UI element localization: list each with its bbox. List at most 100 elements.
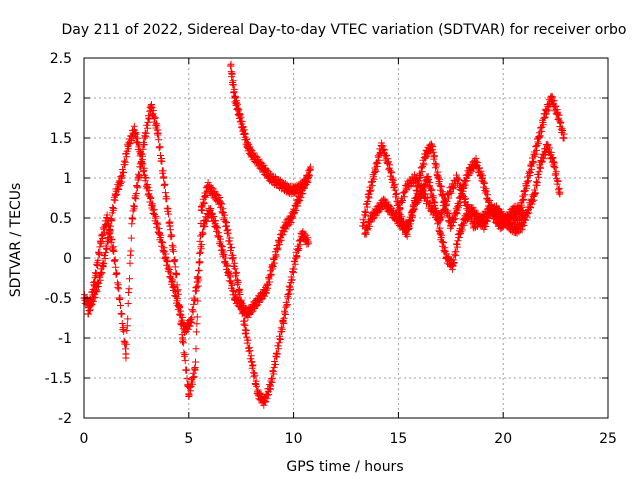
x-tick-label: 15 bbox=[389, 431, 407, 447]
data-point bbox=[367, 214, 375, 222]
data-point bbox=[294, 198, 302, 206]
data-point bbox=[262, 286, 270, 294]
data-point bbox=[292, 186, 300, 194]
data-point bbox=[134, 174, 142, 182]
marker-path bbox=[227, 60, 312, 198]
data-point bbox=[206, 206, 214, 214]
data-point bbox=[84, 310, 92, 318]
data-point bbox=[470, 222, 478, 230]
data-point bbox=[503, 218, 511, 226]
data-point bbox=[478, 174, 486, 182]
data-point bbox=[223, 222, 231, 230]
data-point bbox=[160, 174, 168, 182]
y-tick-label: 2.5 bbox=[50, 51, 72, 67]
data-point bbox=[118, 174, 126, 182]
data-point bbox=[529, 158, 537, 166]
data-point bbox=[487, 206, 495, 214]
data-point bbox=[147, 102, 155, 110]
series-track-2 bbox=[84, 101, 312, 409]
y-tick-label: 2 bbox=[63, 91, 72, 107]
data-point bbox=[197, 206, 205, 214]
y-axis-label: SDTVAR / TECUs bbox=[8, 183, 24, 298]
data-point bbox=[185, 390, 193, 398]
data-point bbox=[461, 214, 469, 222]
data-point bbox=[485, 198, 493, 206]
data-point bbox=[445, 190, 453, 198]
data-point bbox=[424, 174, 432, 182]
data-point bbox=[554, 110, 562, 118]
data-point bbox=[543, 142, 551, 150]
data-point bbox=[166, 222, 174, 230]
data-point bbox=[285, 186, 293, 194]
data-point bbox=[390, 182, 398, 190]
data-point bbox=[153, 126, 161, 134]
data-point bbox=[130, 126, 138, 134]
data-point bbox=[248, 150, 256, 158]
data-point bbox=[243, 142, 251, 150]
data-point bbox=[285, 286, 293, 294]
data-point bbox=[447, 222, 455, 230]
data-point bbox=[267, 174, 275, 182]
data-point bbox=[371, 166, 379, 174]
data-point bbox=[378, 142, 386, 150]
data-point bbox=[168, 278, 176, 286]
data-point bbox=[394, 206, 402, 214]
series-track-5 bbox=[361, 140, 564, 273]
data-point bbox=[281, 222, 289, 230]
data-point bbox=[399, 222, 407, 230]
data-point bbox=[149, 206, 157, 214]
data-point bbox=[405, 222, 413, 230]
x-tick-label: 0 bbox=[80, 431, 89, 447]
data-point bbox=[90, 278, 98, 286]
chart-title: Day 211 of 2022, Sidereal Day-to-day VTE… bbox=[62, 22, 627, 38]
data-point bbox=[109, 246, 117, 254]
data-point bbox=[520, 210, 528, 218]
y-tick-label: -1 bbox=[58, 331, 72, 347]
y-tick-label: -0.5 bbox=[45, 291, 72, 307]
x-tick-label: 25 bbox=[599, 431, 617, 447]
data-point bbox=[256, 294, 264, 302]
data-point bbox=[304, 174, 312, 182]
data-point bbox=[273, 350, 281, 358]
data-point bbox=[260, 398, 268, 406]
data-point bbox=[535, 134, 543, 142]
data-point bbox=[428, 142, 436, 150]
data-point bbox=[273, 178, 281, 186]
data-point bbox=[248, 358, 256, 366]
data-point bbox=[298, 230, 306, 238]
data-point bbox=[306, 166, 314, 174]
data-point bbox=[453, 174, 461, 182]
series-track-1 bbox=[80, 122, 314, 336]
data-point bbox=[453, 206, 461, 214]
data-point bbox=[422, 150, 430, 158]
data-point bbox=[122, 350, 130, 358]
axis-tick-labels: 0 5 10 15 20 25 -2 -1.5 -1 -0.5 0 0.5 1 1.5 2 2.5 bbox=[45, 51, 617, 447]
data-point bbox=[191, 366, 199, 374]
data-point bbox=[365, 190, 373, 198]
data-point bbox=[386, 206, 394, 214]
data-point bbox=[455, 230, 463, 238]
y-tick-label: -1.5 bbox=[45, 371, 72, 387]
series-track-6 bbox=[394, 171, 528, 232]
data-point bbox=[210, 190, 218, 198]
data-point bbox=[560, 134, 568, 142]
data-point bbox=[227, 62, 235, 70]
series-track-3 bbox=[227, 60, 312, 198]
data-point bbox=[436, 214, 444, 222]
data-point bbox=[97, 238, 105, 246]
data-point bbox=[466, 166, 474, 174]
data-point bbox=[275, 238, 283, 246]
data-point bbox=[518, 222, 526, 230]
data-point bbox=[428, 206, 436, 214]
data-point bbox=[204, 182, 212, 190]
x-tick-label: 20 bbox=[494, 431, 512, 447]
data-point bbox=[174, 302, 182, 310]
data-point bbox=[267, 382, 275, 390]
data-point bbox=[392, 214, 400, 222]
data-point bbox=[495, 210, 503, 218]
data-point bbox=[472, 158, 480, 166]
data-point bbox=[434, 174, 442, 182]
data-point bbox=[231, 94, 239, 102]
data-point bbox=[231, 294, 239, 302]
data-point bbox=[512, 214, 520, 222]
